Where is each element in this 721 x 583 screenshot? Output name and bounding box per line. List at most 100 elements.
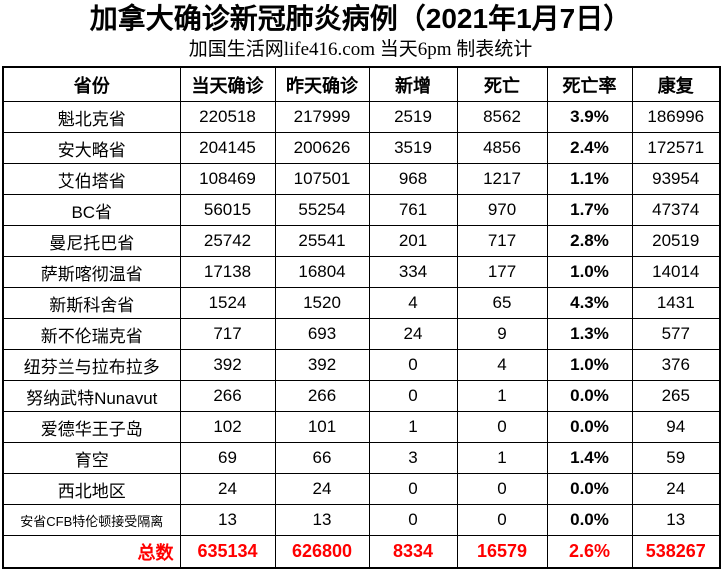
cell-death-rate: 2.4% [546,132,633,164]
table-row: 新不伦瑞克省 717 693 24 9 1.3% 577 [2,318,721,350]
page: 加拿大确诊新冠肺炎病例（2021年1月7日） 加国生活网life416.com … [0,2,721,569]
total-yesterday-confirmed: 626800 [274,535,370,569]
total-label: 总数 [2,535,181,569]
cell-death-rate: 1.7% [546,194,633,226]
cell-new-cases: 0 [368,380,458,412]
cell-yesterday-confirmed: 200626 [274,132,370,164]
cell-deaths: 717 [456,225,548,257]
cell-recovered: 172571 [631,132,721,164]
table-row: 纽芬兰与拉布拉多 392 392 0 4 1.0% 376 [2,349,721,381]
cell-province: BC省 [2,194,181,226]
page-subtitle: 加国生活网life416.com 当天6pm 制表统计 [188,39,533,60]
cell-today-confirmed: 220518 [179,101,276,133]
cell-new-cases: 334 [368,256,458,288]
table-row: 艾伯塔省 108469 107501 968 1217 1.1% 93954 [2,163,721,195]
cell-yesterday-confirmed: 55254 [274,194,370,226]
cell-new-cases: 0 [368,504,458,536]
cell-new-cases: 201 [368,225,458,257]
table-row: BC省 56015 55254 761 970 1.7% 47374 [2,194,721,226]
cell-province: 爱德华王子岛 [2,411,181,443]
cell-new-cases: 3 [368,442,458,474]
cell-deaths: 1 [456,380,548,412]
cell-recovered: 14014 [631,256,721,288]
cell-death-rate: 0.0% [546,380,633,412]
cell-deaths: 1 [456,442,548,474]
cell-recovered: 47374 [631,194,721,226]
header-cell-yesterday-confirmed: 昨天确诊 [274,66,370,102]
table-row: 西北地区 24 24 0 0 0.0% 24 [2,473,721,505]
cell-today-confirmed: 392 [179,349,276,381]
cell-deaths: 0 [456,473,548,505]
cell-new-cases: 761 [368,194,458,226]
cell-province: 魁北克省 [2,101,181,133]
cell-yesterday-confirmed: 392 [274,349,370,381]
cell-province: 育空 [2,442,181,474]
cell-today-confirmed: 56015 [179,194,276,226]
cell-new-cases: 0 [368,349,458,381]
header-cell-today-confirmed: 当天确诊 [179,66,276,102]
cell-death-rate: 0.0% [546,473,633,505]
cell-province: 安大略省 [2,132,181,164]
cell-death-rate: 1.0% [546,349,633,381]
table-header-row: 省份 当天确诊 昨天确诊 新增 死亡 死亡率 康复 [2,66,721,102]
cell-yesterday-confirmed: 107501 [274,163,370,195]
cell-death-rate: 2.8% [546,225,633,257]
cell-deaths: 4 [456,349,548,381]
cell-today-confirmed: 102 [179,411,276,443]
cell-recovered: 265 [631,380,721,412]
cell-province: 纽芬兰与拉布拉多 [2,349,181,381]
table-body: 魁北克省 220518 217999 2519 8562 3.9% 186996… [2,101,721,536]
cell-province: 西北地区 [2,473,181,505]
cell-deaths: 0 [456,504,548,536]
total-new-cases: 8334 [368,535,458,569]
cell-recovered: 93954 [631,163,721,195]
cell-yesterday-confirmed: 693 [274,318,370,350]
table-row: 曼尼托巴省 25742 25541 201 717 2.8% 20519 [2,225,721,257]
cell-province: 安省CFB特伦顿接受隔离 [2,504,181,536]
cell-yesterday-confirmed: 101 [274,411,370,443]
cell-recovered: 577 [631,318,721,350]
table-row: 安省CFB特伦顿接受隔离 13 13 0 0 0.0% 13 [2,504,721,536]
cell-today-confirmed: 204145 [179,132,276,164]
cell-yesterday-confirmed: 16804 [274,256,370,288]
cell-today-confirmed: 17138 [179,256,276,288]
cell-death-rate: 0.0% [546,411,633,443]
header-cell-new-cases: 新增 [368,66,458,102]
cell-deaths: 65 [456,287,548,319]
header-cell-death-rate: 死亡率 [546,66,633,102]
total-row: 总数 635134 626800 8334 16579 2.6% 538267 [2,535,721,569]
cell-deaths: 0 [456,411,548,443]
cell-recovered: 13 [631,504,721,536]
cell-today-confirmed: 717 [179,318,276,350]
cell-new-cases: 968 [368,163,458,195]
cell-recovered: 94 [631,411,721,443]
total-deaths: 16579 [456,535,548,569]
cell-death-rate: 1.3% [546,318,633,350]
total-recovered: 538267 [631,535,721,569]
cell-today-confirmed: 13 [179,504,276,536]
cell-recovered: 1431 [631,287,721,319]
cell-new-cases: 4 [368,287,458,319]
cell-yesterday-confirmed: 217999 [274,101,370,133]
cell-death-rate: 1.0% [546,256,633,288]
header-cell-province: 省份 [2,66,181,102]
covid-stats-table: 省份 当天确诊 昨天确诊 新增 死亡 死亡率 康复 魁北克省 220518 21… [2,66,721,569]
cell-today-confirmed: 108469 [179,163,276,195]
header-cell-recovered: 康复 [631,66,721,102]
cell-province: 曼尼托巴省 [2,225,181,257]
cell-death-rate: 1.4% [546,442,633,474]
cell-deaths: 4856 [456,132,548,164]
cell-today-confirmed: 25742 [179,225,276,257]
cell-recovered: 20519 [631,225,721,257]
cell-deaths: 970 [456,194,548,226]
cell-province: 新不伦瑞克省 [2,318,181,350]
cell-deaths: 1217 [456,163,548,195]
cell-province: 艾伯塔省 [2,163,181,195]
cell-new-cases: 24 [368,318,458,350]
cell-deaths: 9 [456,318,548,350]
cell-new-cases: 0 [368,473,458,505]
cell-yesterday-confirmed: 24 [274,473,370,505]
cell-death-rate: 3.9% [546,101,633,133]
cell-deaths: 8562 [456,101,548,133]
cell-yesterday-confirmed: 13 [274,504,370,536]
